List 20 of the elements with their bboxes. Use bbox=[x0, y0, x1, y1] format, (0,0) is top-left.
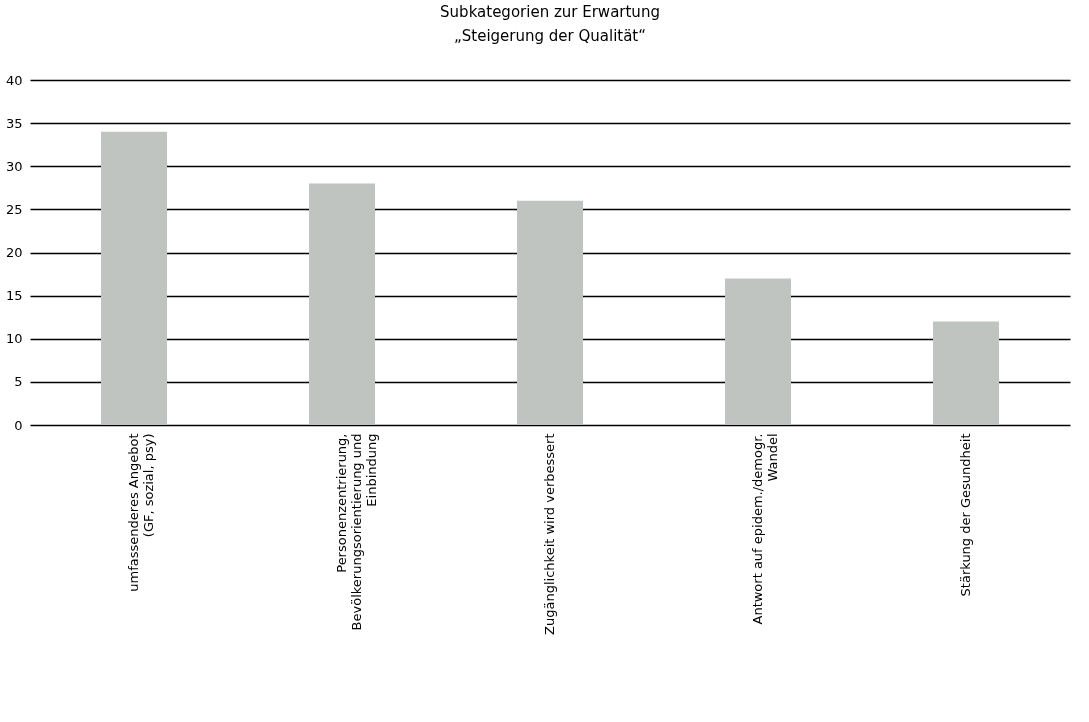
y-tick-label: 15 bbox=[5, 288, 23, 304]
y-tick-label: 40 bbox=[5, 72, 23, 88]
y-tick-label: 35 bbox=[5, 115, 23, 131]
bar bbox=[933, 321, 999, 425]
y-tick-label: 0 bbox=[14, 417, 23, 433]
x-tick-label: Personenzentrierung, Bevölkerungsorientierung und Einbindung bbox=[334, 433, 379, 631]
y-tick-label: 10 bbox=[5, 331, 23, 347]
chart-title: Subkategorien zur Erwartung „Steigerung der Qualität“ bbox=[440, 3, 660, 45]
bar bbox=[101, 131, 167, 425]
y-tick-label: 5 bbox=[14, 374, 23, 390]
x-tick-label: Stärkung der Gesundheit bbox=[958, 433, 973, 597]
y-tick-label: 25 bbox=[5, 201, 23, 217]
bar bbox=[517, 200, 583, 425]
x-tick-label: Zugänglichkeit wird verbessert bbox=[542, 433, 557, 635]
y-tick-label: 30 bbox=[5, 158, 23, 174]
x-tick-label: Antwort auf epidem./demogr. Wandel bbox=[750, 433, 780, 625]
bar bbox=[309, 183, 375, 425]
x-tick-label: umfassenderes Angebot (GF, sozial, psy) bbox=[126, 433, 156, 592]
bar bbox=[725, 278, 791, 425]
y-tick-label: 20 bbox=[5, 245, 23, 260]
